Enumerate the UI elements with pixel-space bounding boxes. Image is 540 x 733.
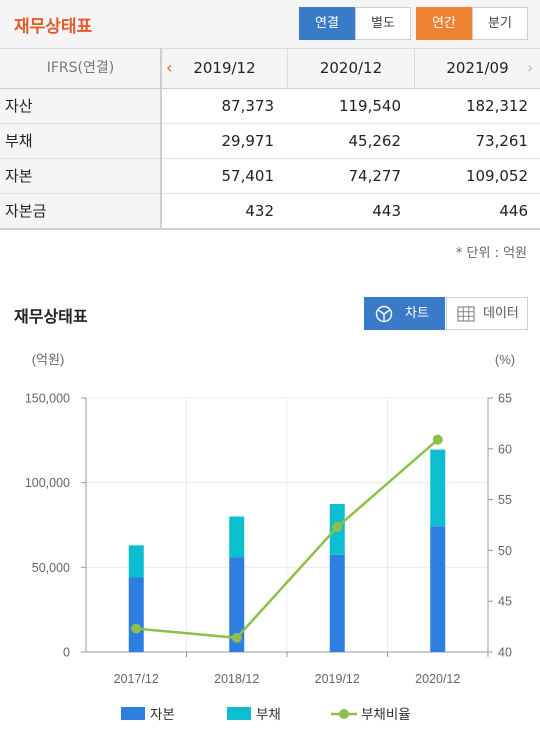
cell-value: 446 [499, 202, 528, 220]
ratio-point [332, 522, 343, 533]
row-label: 부채 [5, 132, 33, 150]
legend-swatch-equity [121, 707, 145, 720]
cell-value: 109,052 [465, 167, 528, 185]
y2-tick-label: 55 [498, 493, 512, 507]
legend-swatch-liability [227, 707, 251, 720]
page-header: 재무상태표 연결 별도 연간 분기 [0, 0, 540, 48]
legend-label: 자본 [150, 707, 175, 722]
legend-label: 부채비율 [361, 707, 411, 722]
unit-note: * 단위 : 억원 [455, 246, 527, 261]
ratio-point [432, 434, 443, 445]
separate-button[interactable]: 별도 [355, 7, 411, 40]
y-tick-label: 0 [63, 646, 70, 660]
ratio-line [136, 438, 439, 640]
chart-view-button[interactable]: 차트 [364, 297, 445, 330]
x-tick-label: 2019/12 [315, 672, 360, 686]
y-axis-right-label: (%) [495, 352, 515, 367]
table-header-label: IFRS(연결) [46, 60, 115, 76]
bar-liability [128, 545, 144, 578]
bar-liability [430, 449, 446, 527]
cell-value: 87,373 [221, 97, 275, 115]
table-row: 자산 87,373 119,540 182,312 [0, 89, 540, 124]
data-view-label: 데이터 [483, 306, 519, 321]
section-title: 재무상태표 [14, 307, 88, 326]
table-header: IFRS(연결) ‹ 2019/12 2020/12 2021/09 › [0, 48, 540, 89]
x-tick-label: 2018/12 [214, 672, 259, 686]
table-row: 자본금 432 443 446 [0, 194, 540, 230]
bar-equity [128, 577, 144, 652]
pie-chart-icon [375, 305, 393, 323]
data-view-button[interactable]: 데이터 [446, 297, 528, 330]
page-title: 재무상태표 [14, 17, 93, 37]
row-label: 자본금 [5, 202, 47, 220]
y2-tick-label: 40 [498, 646, 512, 660]
period-header: 2020/12 [319, 59, 383, 77]
table-row: 부채 29,971 45,262 73,261 [0, 124, 540, 159]
chart-view-label: 차트 [405, 306, 429, 321]
y2-tick-label: 50 [498, 544, 512, 558]
annual-button[interactable]: 연간 [416, 7, 472, 40]
cell-value: 57,401 [221, 167, 275, 185]
cell-value: 443 [372, 202, 401, 220]
x-tick-label: 2017/12 [114, 672, 159, 686]
row-label-column [0, 89, 161, 230]
quarterly-button[interactable]: 분기 [472, 7, 528, 40]
cell-value: 29,971 [221, 132, 275, 150]
cell-value: 73,261 [475, 132, 529, 150]
period-header: 2019/12 [193, 59, 256, 77]
financial-chart: (억원) (%) 0 50,000 100,000 150,000 40 45 50 55 60 65… [25, 352, 515, 722]
table-row: 자본 57,401 74,277 109,052 [0, 159, 540, 194]
legend-swatch-ratio-point [339, 709, 349, 719]
x-tick-label: 2020/12 [415, 672, 460, 686]
column-divider [414, 49, 415, 88]
bar-equity [229, 557, 245, 652]
cell-value: 45,262 [348, 132, 402, 150]
cell-value: 74,277 [348, 167, 402, 185]
bar-liability [229, 516, 245, 558]
ratio-point [131, 623, 142, 634]
consolidated-button[interactable]: 연결 [299, 7, 355, 40]
chevron-right-icon[interactable]: › [527, 58, 534, 77]
cell-value: 432 [245, 202, 274, 220]
bar-equity [329, 554, 345, 652]
row-label: 자본 [5, 167, 33, 185]
y-axis-left-label: (억원) [32, 352, 65, 367]
y-tick-label: 100,000 [25, 476, 70, 490]
legend-label: 부채 [256, 707, 281, 722]
y2-tick-label: 65 [498, 392, 512, 406]
y-tick-label: 150,000 [25, 392, 70, 406]
row-label: 자산 [5, 97, 33, 115]
y2-tick-label: 45 [498, 595, 512, 609]
table-grid-icon [457, 306, 475, 322]
bar-equity [430, 526, 446, 652]
column-divider [287, 49, 288, 88]
row-label-divider [160, 48, 162, 230]
cell-value: 119,540 [338, 97, 401, 115]
chevron-left-icon[interactable]: ‹ [166, 58, 173, 77]
y-tick-label: 50,000 [32, 561, 70, 575]
period-header: 2021/09 [446, 59, 509, 77]
cell-value: 182,312 [465, 97, 528, 115]
y2-tick-label: 60 [498, 442, 512, 456]
ratio-point [231, 632, 242, 643]
